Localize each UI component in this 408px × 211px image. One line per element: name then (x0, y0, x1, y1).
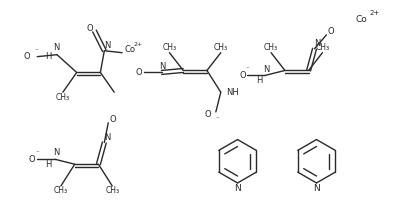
Text: H: H (44, 52, 51, 61)
Text: H: H (45, 160, 51, 169)
Text: CH₃: CH₃ (162, 43, 177, 52)
Text: O: O (110, 115, 117, 124)
Text: ⁻: ⁻ (216, 117, 220, 123)
Text: CH₃: CH₃ (56, 93, 70, 102)
Text: H: H (256, 76, 262, 85)
Text: O: O (29, 155, 35, 164)
Text: O: O (328, 27, 335, 37)
Text: N: N (160, 62, 166, 71)
Text: CH₃: CH₃ (264, 43, 278, 52)
Text: N: N (314, 39, 321, 48)
Text: O: O (135, 68, 142, 77)
Text: O: O (239, 71, 246, 80)
Text: N: N (53, 43, 59, 52)
Text: N: N (104, 41, 111, 50)
Text: 2+: 2+ (134, 42, 143, 47)
Text: CH₃: CH₃ (214, 43, 228, 52)
Text: N: N (263, 65, 269, 74)
Text: Co: Co (124, 45, 135, 54)
Text: N: N (104, 133, 111, 142)
Text: ⁻: ⁻ (35, 150, 39, 156)
Text: O: O (24, 52, 30, 61)
Text: O: O (86, 24, 93, 32)
Text: CH₃: CH₃ (54, 186, 68, 195)
Text: Co: Co (356, 15, 368, 24)
Text: N: N (234, 184, 241, 193)
Text: 2+: 2+ (370, 10, 380, 16)
Text: CH₃: CH₃ (315, 43, 330, 52)
Text: CH₃: CH₃ (105, 186, 119, 195)
Text: ⁻: ⁻ (34, 49, 38, 55)
Text: ⁻: ⁻ (246, 66, 249, 73)
Text: NH: NH (226, 88, 238, 97)
Text: O: O (205, 110, 211, 119)
Text: N: N (53, 148, 59, 157)
Text: N: N (313, 184, 320, 193)
